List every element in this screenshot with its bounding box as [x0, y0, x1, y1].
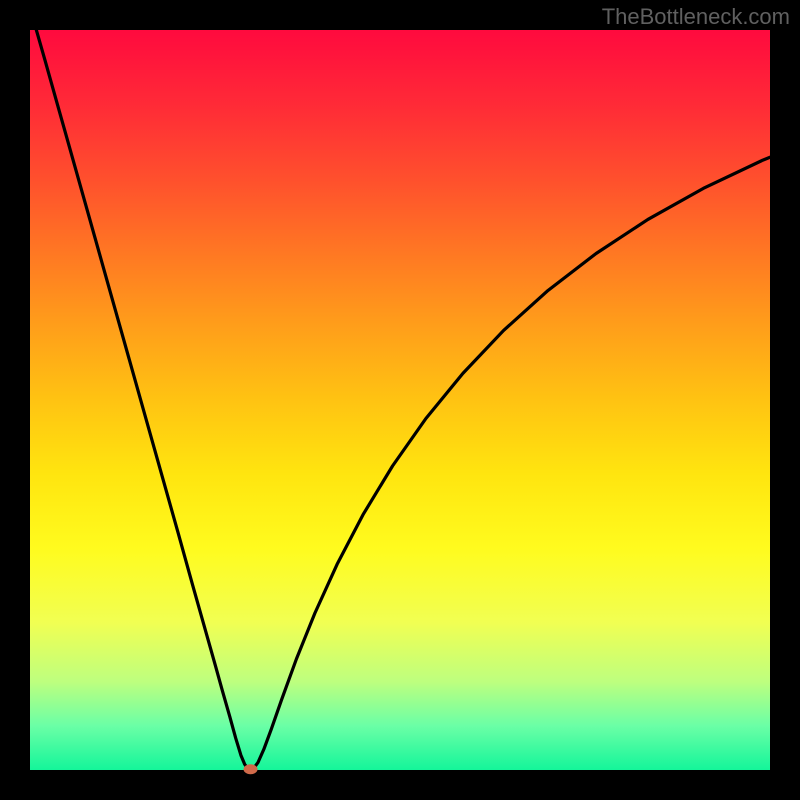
- minimum-marker: [244, 764, 258, 774]
- watermark-text: TheBottleneck.com: [602, 4, 790, 30]
- chart-frame: TheBottleneck.com: [0, 0, 800, 800]
- bottleneck-curve-chart: [0, 0, 800, 800]
